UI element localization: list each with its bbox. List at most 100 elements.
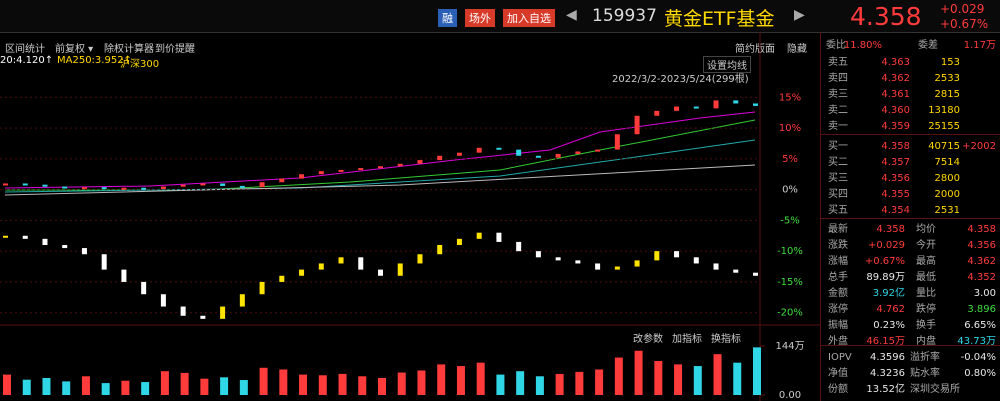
prev-arrow[interactable]: ◀ (566, 7, 577, 23)
price: 4.356 (881, 173, 910, 184)
volume-bar (456, 366, 465, 395)
label: 涨幅 (828, 256, 848, 267)
label: 买三 (828, 173, 848, 184)
ma-settings[interactable]: 设置均线 (703, 56, 751, 73)
candle (22, 235, 28, 239)
label: 委比 (826, 40, 846, 51)
tool[interactable]: 到价提醒 (155, 44, 195, 55)
tool[interactable]: 换指标 (711, 334, 741, 345)
candle (81, 187, 87, 190)
delta: +2002 (962, 141, 996, 152)
candle (279, 275, 285, 282)
volume: 7514 (934, 157, 960, 168)
candle (496, 232, 502, 242)
tool[interactable]: 加指标 (672, 334, 702, 345)
candle (753, 103, 758, 106)
candle (397, 263, 403, 276)
ma-line (5, 119, 756, 191)
legend-ma20: 20:4.120↑ (0, 55, 54, 66)
candle (693, 257, 699, 264)
volume: 40715 (928, 141, 960, 152)
y-tick-label: 0% (782, 185, 798, 196)
value: 6.65% (964, 320, 996, 331)
candle (634, 260, 640, 267)
volume-bar (160, 371, 169, 395)
legend-index: 沪深300 (120, 59, 160, 70)
tool[interactable]: 除权计算器 (104, 44, 154, 55)
top-bar (0, 0, 1000, 33)
candle (476, 147, 482, 153)
ma-line (4, 139, 756, 193)
candle (180, 184, 186, 187)
separator (821, 218, 1000, 219)
value: 0.23% (873, 320, 905, 331)
label: 深圳交易所 (910, 384, 960, 395)
candle (417, 254, 423, 264)
volume: 153 (940, 57, 960, 68)
label: 卖二 (828, 105, 848, 116)
candle (674, 106, 680, 111)
badge[interactable]: 融 (438, 9, 457, 27)
candle (753, 272, 758, 276)
candle (456, 152, 462, 156)
candle (3, 235, 8, 238)
tool[interactable]: 隐藏 (787, 44, 807, 55)
label: 委差 (918, 40, 938, 51)
value: 4.358 (876, 224, 905, 235)
value: 4.352 (967, 272, 996, 283)
price: 4.355 (881, 189, 910, 200)
code: 159937 (592, 6, 657, 26)
candle (62, 186, 68, 189)
volume-bar (62, 381, 71, 395)
volume-bar (674, 364, 683, 395)
candle (693, 106, 699, 109)
volume-bar (733, 362, 742, 395)
label: 卖四 (828, 73, 848, 84)
badge[interactable]: 场外 (465, 9, 495, 27)
price: 4.362 (881, 73, 910, 84)
tool[interactable]: 改参数 (633, 334, 663, 345)
volume: 2800 (934, 173, 960, 184)
panel-divider (820, 32, 821, 401)
candle (397, 163, 403, 167)
y-tick-label: -15% (777, 277, 803, 288)
volume-bar (753, 347, 761, 395)
candle (555, 153, 561, 158)
candle (358, 257, 364, 270)
label: 买五 (828, 205, 848, 216)
value: 46.15万 (866, 336, 905, 347)
change: +0.029 (940, 2, 985, 16)
volume-bar (318, 375, 327, 395)
candle (200, 183, 206, 186)
label: 均价 (916, 224, 936, 235)
candle (220, 306, 226, 319)
value: 0.80% (964, 368, 996, 379)
label: IOPV (828, 352, 852, 363)
volume-bar (141, 382, 150, 395)
tool[interactable]: 简约版面 (735, 44, 775, 55)
volume-bar (555, 373, 564, 395)
value: 4.358 (967, 224, 996, 235)
candle (239, 185, 245, 188)
y-tick-label: 144万 (775, 341, 804, 352)
label: 换手 (916, 320, 936, 331)
candle (476, 232, 482, 239)
next-arrow[interactable]: ▶ (794, 7, 805, 23)
price: 4.357 (881, 157, 910, 168)
value: 1.17万 (963, 40, 996, 51)
volume-bar (397, 372, 406, 395)
tool[interactable]: 区间统计 (5, 44, 45, 55)
candle (121, 187, 127, 190)
volume-bar (614, 357, 623, 395)
candle (634, 115, 640, 135)
price: 4.358 (881, 141, 910, 152)
label: 买二 (828, 157, 848, 168)
candle (3, 183, 8, 186)
volume-bar (693, 366, 702, 395)
candle (160, 186, 166, 189)
tool[interactable]: 前复权 ▾ (55, 44, 94, 55)
candle (121, 269, 127, 282)
badge[interactable]: 加入自选 (503, 9, 555, 27)
value: 3.92亿 (872, 288, 905, 299)
